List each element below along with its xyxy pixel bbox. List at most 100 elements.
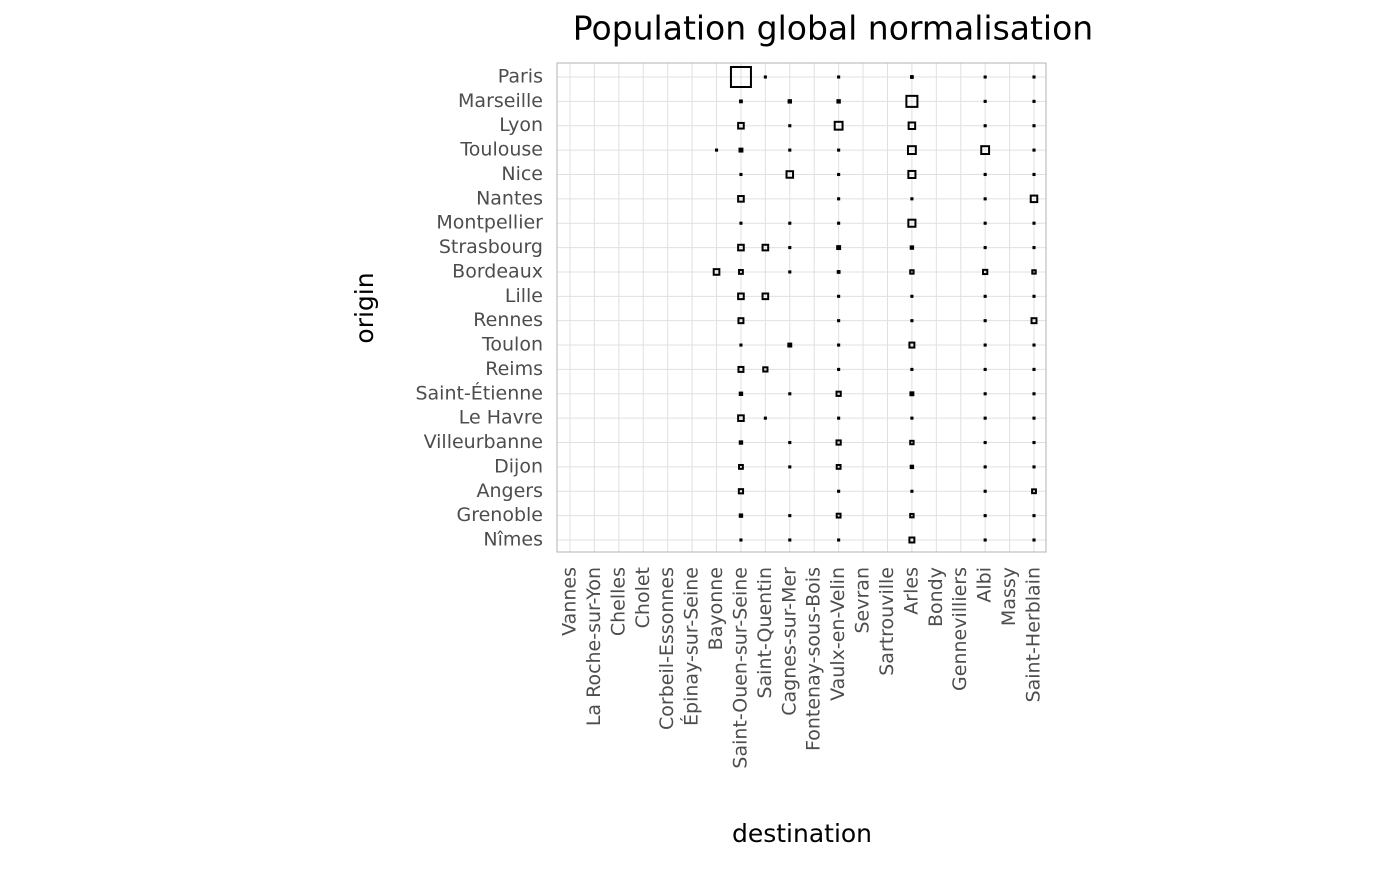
- cell-square: [837, 489, 841, 493]
- y-tick-label: Nantes: [476, 187, 543, 209]
- cell-square: [906, 145, 917, 156]
- cell-square: [737, 292, 745, 301]
- x-tick-label: Albi: [974, 567, 996, 603]
- cell-square: [833, 120, 844, 131]
- cell-square: [785, 170, 795, 179]
- chart-title: Population global normalisation: [573, 9, 1093, 48]
- x-tick-label: Cholet: [632, 567, 654, 628]
- y-tick-label: Grenoble: [456, 504, 543, 526]
- cell-square: [983, 538, 987, 542]
- cell-square: [1032, 440, 1036, 445]
- cell-square: [738, 463, 744, 470]
- cell-square: [907, 169, 917, 180]
- cell-square: [788, 465, 792, 469]
- cell-square: [983, 319, 987, 323]
- cell-square: [1032, 392, 1036, 396]
- cell-square: [983, 465, 987, 469]
- cell-square: [739, 343, 743, 347]
- cell-square: [983, 246, 987, 250]
- cell-square: [1031, 269, 1037, 275]
- cell-square: [738, 147, 744, 153]
- y-tick-label: Lille: [505, 285, 543, 307]
- cell-square: [737, 414, 745, 422]
- cell-square: [1032, 465, 1036, 469]
- cell-square: [910, 489, 914, 493]
- cell-square: [837, 343, 841, 347]
- cell-square: [837, 197, 841, 201]
- x-tick-label: Fontenay-sous-Bois: [803, 567, 825, 751]
- x-tick-label: Épinay-sur-Seine: [680, 567, 703, 726]
- cell-square: [983, 99, 987, 103]
- cell-square: [788, 538, 792, 542]
- cell-square: [909, 439, 915, 446]
- x-tick-label: Sevran: [852, 567, 874, 634]
- cell-square: [909, 464, 915, 470]
- cell-square: [1032, 172, 1036, 177]
- cell-square: [787, 99, 792, 104]
- cell-square: [788, 440, 792, 445]
- cell-square: [835, 463, 842, 470]
- cell-square: [739, 172, 743, 177]
- y-tick-label: Nice: [501, 163, 543, 185]
- cell-square: [983, 514, 987, 518]
- cell-square: [762, 366, 769, 373]
- x-tick-label: Vaulx-en-Velin: [827, 567, 849, 701]
- cell-square: [738, 269, 744, 275]
- cell-square: [737, 121, 745, 130]
- y-tick-label: Saint-Étienne: [415, 381, 543, 404]
- cell-square: [983, 172, 987, 177]
- cell-square: [837, 221, 841, 225]
- cell-square: [729, 66, 752, 88]
- cell-square: [737, 195, 745, 203]
- cell-square: [1032, 221, 1036, 225]
- cell-square: [1030, 317, 1038, 325]
- x-tick-label: La Roche-sur-Yon: [583, 567, 605, 726]
- cell-square: [737, 317, 745, 325]
- cell-square: [737, 243, 745, 252]
- cell-square: [837, 75, 841, 79]
- cell-square: [837, 148, 841, 152]
- x-tick-label: Chelles: [607, 567, 629, 636]
- y-tick-label: Montpellier: [436, 212, 543, 234]
- cell-square: [910, 319, 914, 323]
- cell-square: [910, 416, 914, 420]
- cell-square: [738, 513, 744, 518]
- cell-square: [738, 391, 744, 396]
- cell-square: [910, 197, 914, 201]
- cell-square: [1032, 514, 1036, 518]
- cell-square: [1032, 294, 1036, 298]
- cell-square: [837, 319, 841, 323]
- y-tick-label: Dijon: [494, 455, 543, 477]
- cell-square: [908, 341, 916, 349]
- cell-square: [837, 416, 841, 420]
- cell-square: [835, 439, 842, 446]
- x-tick-label: Sartrouville: [876, 567, 898, 676]
- cell-square: [788, 124, 792, 128]
- cell-square: [788, 270, 792, 274]
- cell-square: [983, 294, 987, 298]
- cell-square: [837, 172, 841, 177]
- cell-square: [982, 268, 989, 276]
- x-tick-label: Vannes: [559, 567, 581, 636]
- y-tick-label: Villeurbanne: [424, 431, 543, 453]
- cell-square: [907, 218, 917, 228]
- y-tick-label: Nîmes: [483, 529, 543, 551]
- cell-square: [837, 538, 841, 542]
- cell-square: [983, 124, 987, 128]
- cell-square: [1032, 99, 1036, 103]
- cell-square: [788, 246, 792, 250]
- cell-square: [980, 145, 991, 156]
- cell-square: [835, 390, 842, 397]
- cell-square: [763, 416, 767, 420]
- cell-square: [983, 343, 987, 347]
- cell-square: [910, 367, 914, 371]
- cell-square: [836, 245, 842, 251]
- cell-square: [714, 148, 719, 152]
- cell-square: [761, 292, 770, 301]
- cell-square: [907, 121, 917, 130]
- cell-square: [1032, 538, 1036, 542]
- x-tick-label: Saint-Quentin: [754, 567, 776, 699]
- cell-square: [1031, 488, 1037, 495]
